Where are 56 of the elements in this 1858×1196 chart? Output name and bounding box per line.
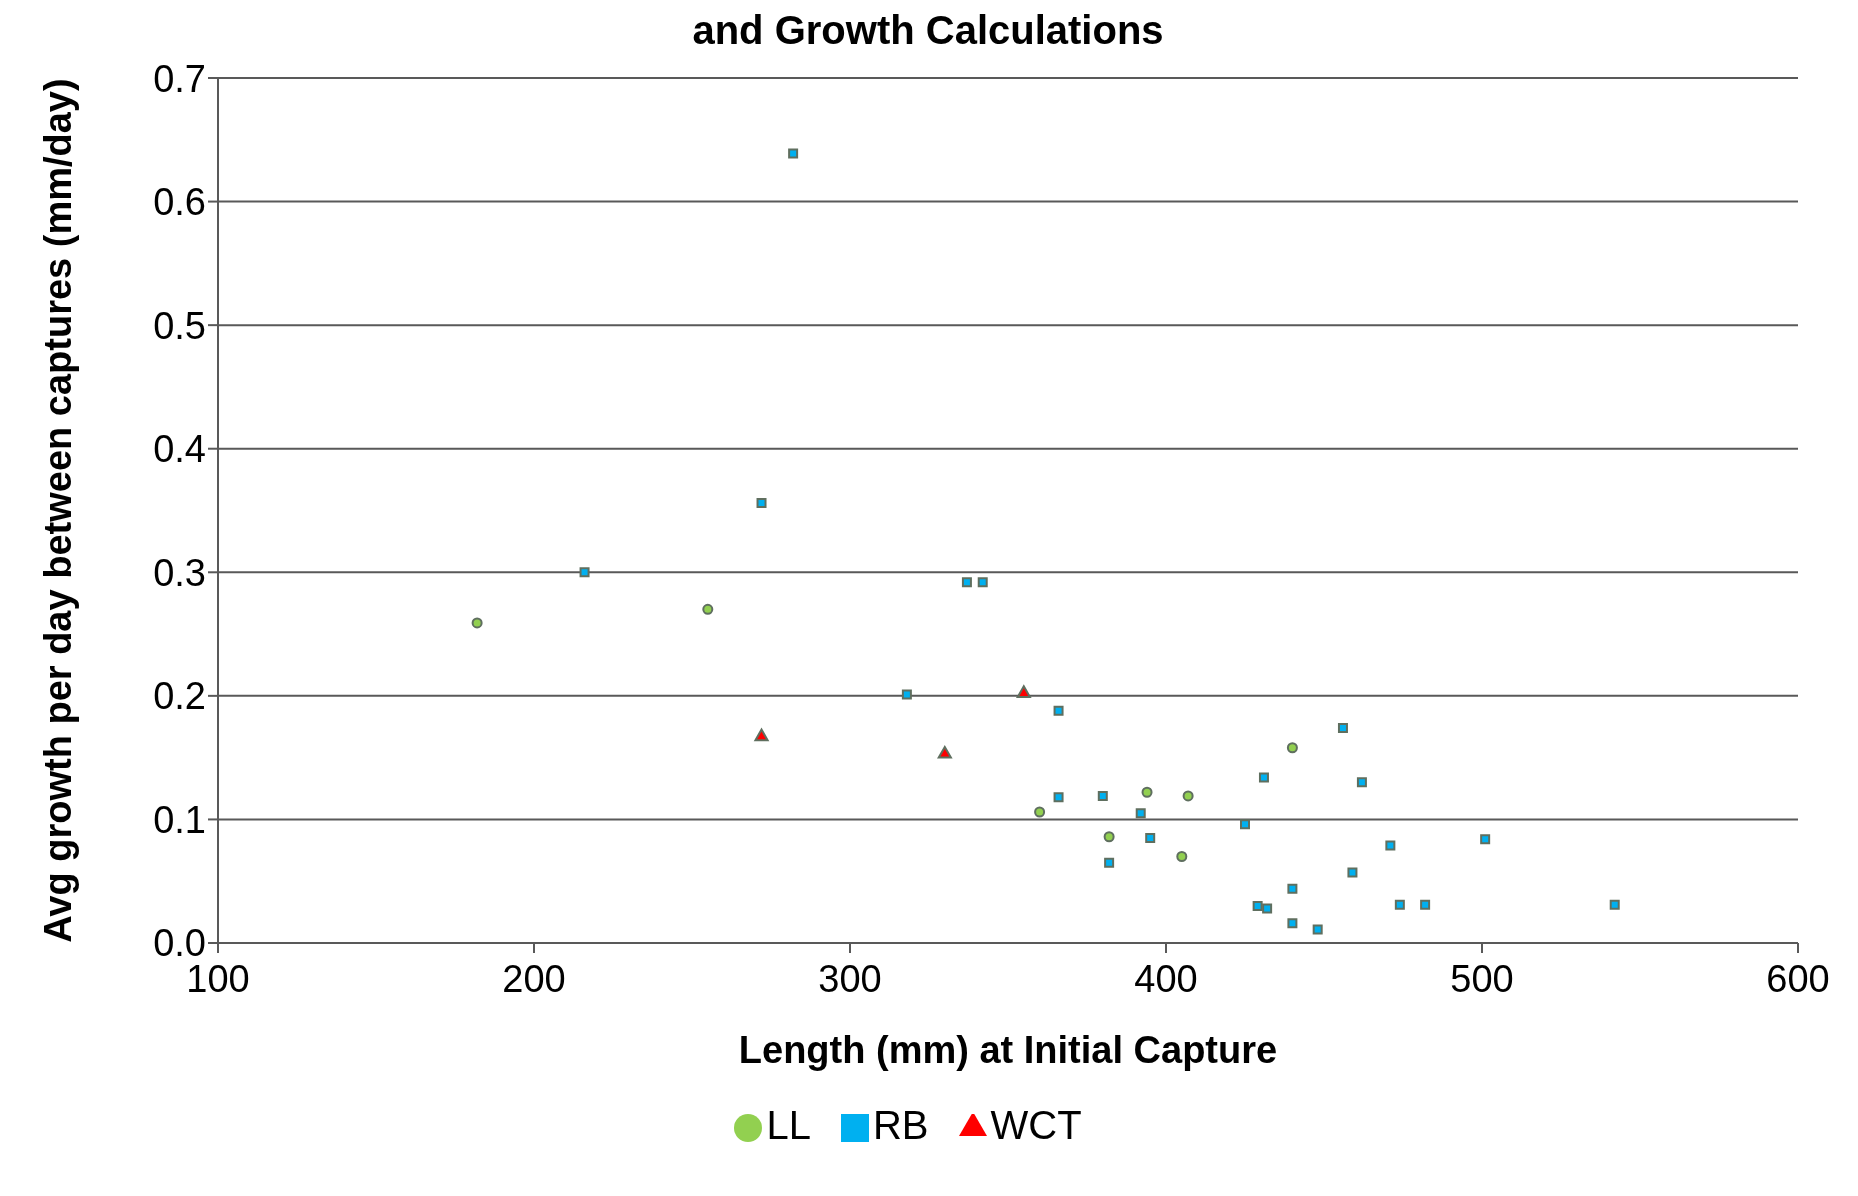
point — [1480, 834, 1491, 845]
y-tick-label: 0.7 — [153, 57, 206, 100]
x-tick-label: 300 — [818, 957, 882, 1000]
point — [1135, 808, 1146, 819]
point — [1097, 790, 1108, 801]
point — [579, 567, 590, 578]
point — [471, 617, 483, 629]
y-tick-label: 0.4 — [153, 428, 206, 471]
y-tick-label: 0.2 — [153, 675, 206, 718]
point — [1053, 705, 1064, 716]
point — [1420, 899, 1431, 910]
x-tick-label: 600 — [1766, 957, 1830, 1000]
point — [1312, 924, 1323, 935]
point — [1394, 899, 1405, 910]
legend-label: LL — [766, 1103, 811, 1147]
point — [1104, 857, 1115, 868]
point — [961, 577, 972, 588]
point — [1258, 772, 1269, 783]
y-tick-label: 0.6 — [153, 181, 206, 224]
point — [788, 148, 799, 159]
point — [1356, 777, 1367, 788]
point — [1034, 806, 1046, 818]
x-tick-label: 200 — [502, 957, 566, 1000]
point — [1287, 918, 1298, 929]
point — [1182, 790, 1194, 802]
point — [1141, 786, 1153, 798]
point — [977, 577, 988, 588]
point — [1240, 819, 1250, 830]
point — [1286, 742, 1298, 754]
y-axis-title: Avg growth per day between captures (mm/day) — [37, 78, 80, 943]
point — [1145, 832, 1156, 843]
point — [1252, 900, 1263, 911]
point — [1347, 867, 1358, 878]
legend-label: WCT — [990, 1103, 1082, 1147]
point — [1385, 840, 1396, 851]
chart-title: and Growth Calculations — [691, 8, 1165, 54]
x-tick-label: 400 — [1134, 957, 1198, 1000]
point — [1262, 903, 1273, 914]
point — [1609, 899, 1620, 910]
point — [702, 603, 714, 615]
y-tick-label: 0.5 — [153, 304, 206, 347]
y-tick-label: 0.1 — [153, 798, 206, 841]
x-axis-title: Length (mm) at Initial Capture — [738, 1029, 1278, 1071]
point — [1176, 850, 1188, 863]
point — [901, 689, 912, 700]
point — [754, 728, 769, 742]
point — [1016, 685, 1031, 698]
point — [1287, 883, 1298, 894]
x-tick-label: 500 — [1450, 957, 1514, 1000]
point — [1337, 722, 1348, 733]
point — [756, 498, 767, 509]
y-tick-label: 0.3 — [153, 551, 206, 594]
point — [1053, 792, 1064, 803]
point — [937, 745, 952, 759]
legend-label: RB — [872, 1103, 929, 1147]
point — [1103, 831, 1115, 843]
